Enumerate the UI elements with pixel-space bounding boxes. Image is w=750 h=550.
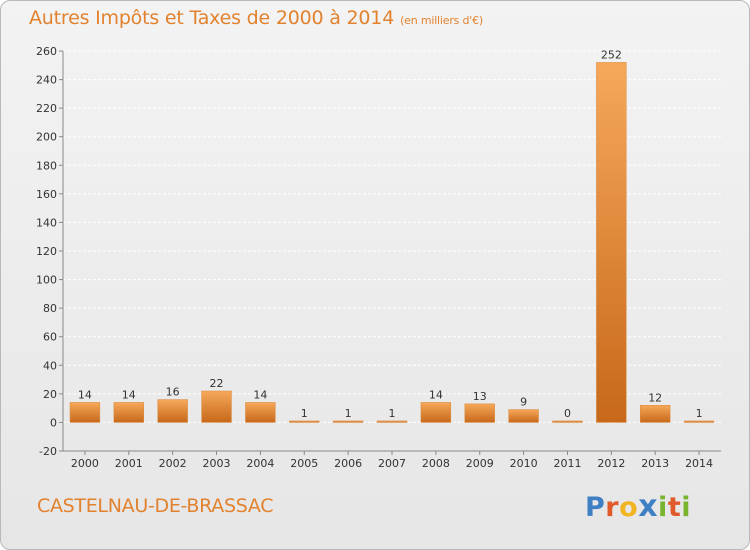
y-tick-label: 180 — [36, 159, 57, 172]
logo-letter: x — [638, 489, 659, 524]
value-label-2000: 14 — [78, 388, 92, 401]
bar-2002 — [157, 399, 188, 423]
y-tick-label: 0 — [50, 416, 57, 429]
bar-2005 — [289, 420, 320, 423]
x-tick-label-2007: 2007 — [378, 457, 406, 470]
y-tick-label: 100 — [36, 274, 57, 287]
x-tick-label-2011: 2011 — [553, 457, 581, 470]
logo-letter: r — [605, 492, 620, 523]
commune-name: CASTELNAU-DE-BRASSAC — [37, 495, 274, 517]
chart-unit: (en milliers d'€) — [400, 14, 483, 27]
bar-2007 — [376, 420, 408, 423]
value-label-2014: 1 — [696, 407, 703, 420]
proxiti-logo: Proxiti — [585, 489, 691, 524]
bar-2012 — [596, 62, 627, 423]
chart-title: Autres Impôts et Taxes de 2000 à 2014 (en… — [29, 7, 483, 29]
x-tick-label-2013: 2013 — [641, 457, 669, 470]
logo-letter: P — [585, 492, 606, 523]
bar-2004 — [245, 402, 276, 423]
y-tick-label: 260 — [36, 45, 57, 58]
x-tick-label-2010: 2010 — [510, 457, 538, 470]
x-tick-label-2000: 2000 — [71, 457, 99, 470]
bar-2014 — [683, 420, 715, 423]
value-label-2010: 9 — [520, 396, 527, 409]
value-label-2008: 14 — [429, 388, 443, 401]
y-tick-label: 80 — [43, 302, 57, 315]
bar-2010 — [508, 409, 539, 423]
value-label-2006: 1 — [345, 407, 352, 420]
bar-2008 — [420, 402, 452, 423]
y-tick-label: 40 — [43, 359, 57, 372]
logo-letter: i — [681, 492, 691, 523]
y-tick-label: 160 — [36, 188, 57, 201]
bar-2003 — [201, 390, 232, 423]
value-label-2007: 1 — [389, 407, 396, 420]
x-tick-label-2004: 2004 — [246, 457, 274, 470]
x-tick-label-2005: 2005 — [290, 457, 318, 470]
y-tick-label: 140 — [36, 216, 57, 229]
x-tick-label-2002: 2002 — [159, 457, 187, 470]
logo-letter: i — [658, 492, 668, 523]
bar-2001 — [113, 402, 144, 423]
bar-2006 — [332, 420, 364, 423]
y-tick-label: 240 — [36, 74, 57, 87]
y-tick-label: 200 — [36, 131, 57, 144]
bar-2000 — [69, 402, 101, 423]
x-tick-label-2014: 2014 — [685, 457, 713, 470]
value-label-2003: 22 — [210, 377, 224, 390]
logo-letter: o — [619, 492, 639, 523]
x-tick-label-2006: 2006 — [334, 457, 362, 470]
value-label-2013: 12 — [648, 391, 662, 404]
x-tick-label-2008: 2008 — [422, 457, 450, 470]
value-label-2002: 16 — [166, 386, 180, 399]
x-tick-label-2001: 2001 — [115, 457, 143, 470]
x-tick-label-2003: 2003 — [203, 457, 231, 470]
value-label-2011: 0 — [564, 407, 571, 420]
value-label-2009: 13 — [473, 390, 487, 403]
chart-title-text: Autres Impôts et Taxes de 2000 à 2014 — [29, 7, 395, 29]
x-tick-label-2009: 2009 — [466, 457, 494, 470]
bar-2011 — [552, 420, 583, 423]
y-tick-label: 120 — [36, 245, 57, 258]
y-tick-label: -20 — [39, 445, 57, 458]
value-label-2005: 1 — [301, 407, 308, 420]
bar-2013 — [640, 405, 671, 423]
value-label-2001: 14 — [122, 388, 136, 401]
value-label-2004: 14 — [253, 388, 267, 401]
y-tick-label: 20 — [43, 388, 57, 401]
bar-2009 — [464, 403, 495, 423]
y-tick-label: 220 — [36, 102, 57, 115]
logo-letter: t — [667, 492, 682, 523]
x-tick-label-2012: 2012 — [597, 457, 625, 470]
value-label-2012: 252 — [601, 48, 622, 61]
y-tick-label: 60 — [43, 331, 57, 344]
